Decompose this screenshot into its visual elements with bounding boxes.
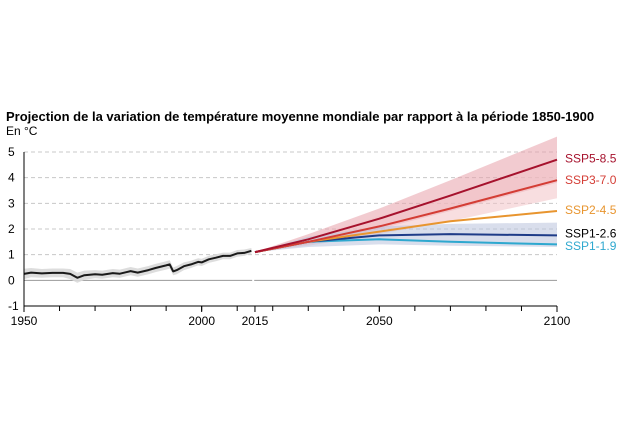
uncertainty-bands — [24, 136, 557, 283]
y-tick-label: 4 — [8, 171, 15, 185]
y-tick-label: 3 — [8, 196, 15, 210]
scenario-band — [255, 159, 557, 253]
series-lines — [23, 158, 558, 279]
historical-band — [24, 248, 252, 283]
x-tick-label: 2100 — [544, 314, 571, 328]
chart-title: Projection de la variation de températur… — [6, 109, 594, 124]
chart-subtitle: En °C — [6, 124, 38, 138]
y-tick-label: 2 — [8, 222, 15, 236]
historical-line — [23, 249, 252, 279]
y-tick-label: -1 — [8, 299, 19, 313]
y-tick-label: 0 — [8, 273, 15, 287]
x-tick-label: 2000 — [188, 314, 215, 328]
axes: -1 0 1 2 3 4 5 1950 2000 2015 2050 2100 — [8, 145, 571, 328]
x-tick-label: 1950 — [11, 314, 38, 328]
scenario-line — [254, 158, 558, 254]
series-label: SSP2-4.5 — [565, 203, 617, 217]
x-tick-label: 2015 — [242, 314, 269, 328]
scenario-band — [255, 222, 557, 253]
series-label: SSP3-7.0 — [565, 173, 617, 187]
y-tick-label: 5 — [8, 145, 15, 159]
y-tick-label: 1 — [8, 248, 15, 262]
series-label: SSP5-8.5 — [565, 151, 617, 165]
series-label: SSP1-2.6 — [565, 227, 617, 241]
scenario-line — [254, 179, 558, 254]
series-label: SSP1-1.9 — [565, 239, 617, 253]
x-tick-label: 2050 — [366, 314, 393, 328]
